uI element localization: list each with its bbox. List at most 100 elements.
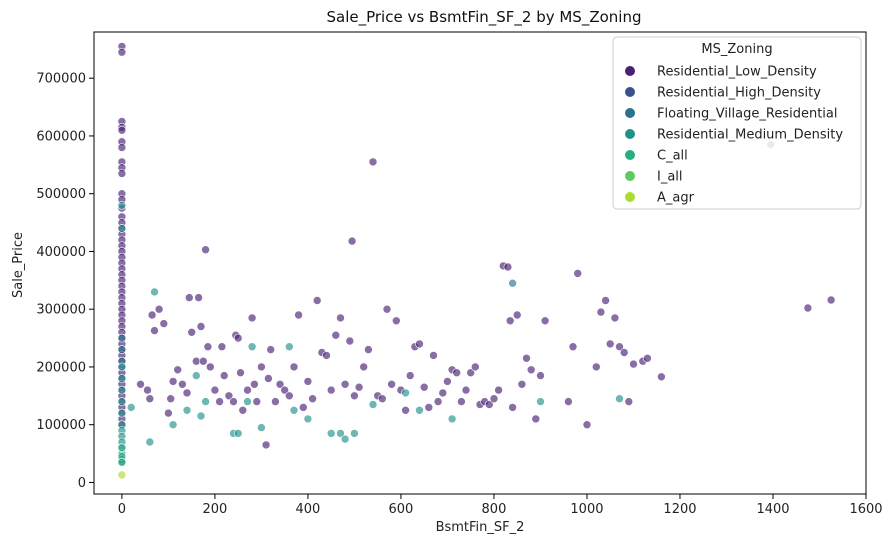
legend-marker	[625, 150, 635, 160]
data-point	[345, 336, 355, 346]
data-point	[401, 388, 410, 398]
data-point	[536, 371, 545, 380]
x-tick-label: 1400	[756, 502, 789, 517]
data-point	[117, 408, 127, 418]
data-point	[387, 379, 396, 389]
data-point	[508, 278, 517, 288]
data-point	[164, 408, 173, 418]
data-point	[117, 143, 127, 152]
data-point	[429, 351, 438, 360]
legend-title: MS_Zoning	[701, 42, 772, 57]
data-point	[415, 339, 424, 349]
data-point	[470, 362, 480, 372]
data-point	[298, 403, 308, 412]
data-point	[289, 362, 299, 372]
data-point	[194, 293, 203, 302]
data-point	[178, 379, 187, 389]
data-point	[354, 382, 364, 392]
data-point	[536, 397, 545, 406]
y-tick-label: 500000	[36, 187, 86, 202]
data-point	[284, 342, 294, 352]
data-point	[564, 397, 573, 406]
x-tick-label: 0	[118, 502, 126, 517]
data-point	[243, 397, 252, 406]
data-point	[247, 342, 257, 352]
data-point	[117, 224, 127, 233]
x-tick-label: 1200	[663, 502, 696, 517]
data-point	[382, 304, 392, 314]
data-point	[505, 316, 515, 326]
data-point	[150, 326, 159, 335]
data-point	[350, 391, 359, 401]
legend-marker	[625, 171, 635, 181]
legend-label: Residential_Medium_Density	[657, 128, 843, 143]
legend-box	[612, 36, 862, 210]
legend: MS_Zoning Residential_Low_Density Residen…	[612, 36, 862, 210]
data-point	[377, 394, 387, 404]
data-point	[615, 394, 624, 404]
data-point	[243, 385, 252, 395]
data-point	[196, 411, 206, 421]
data-point	[657, 372, 666, 382]
data-point	[238, 405, 248, 415]
data-point	[336, 429, 345, 438]
data-point	[629, 359, 638, 369]
data-point	[117, 385, 127, 395]
data-point	[308, 394, 317, 404]
data-point	[489, 394, 499, 404]
data-point	[215, 397, 224, 406]
data-point	[203, 342, 213, 352]
data-point	[419, 382, 429, 392]
data-point	[596, 307, 606, 317]
data-point	[182, 405, 192, 415]
data-point	[526, 365, 536, 375]
legend-marker	[625, 129, 635, 139]
legend-label: Floating_Village_Residential	[657, 107, 837, 122]
data-point	[196, 322, 206, 331]
data-point	[512, 310, 522, 320]
data-point	[257, 423, 266, 432]
data-point	[368, 400, 378, 409]
data-point	[210, 385, 220, 395]
data-point	[159, 319, 169, 328]
x-tick-label: 400	[296, 502, 321, 517]
data-point	[326, 385, 336, 395]
data-point	[484, 400, 494, 409]
data-point	[452, 368, 462, 378]
data-point	[145, 394, 155, 404]
data-point	[610, 313, 620, 323]
data-point	[364, 345, 373, 354]
data-point	[568, 342, 578, 352]
data-point	[224, 391, 234, 401]
data-point	[192, 371, 201, 380]
data-point	[147, 310, 157, 320]
data-point	[199, 356, 208, 366]
data-point	[303, 414, 313, 424]
x-tick-label: 1600	[849, 502, 882, 517]
data-point	[424, 403, 434, 412]
data-point	[531, 414, 541, 424]
data-point	[117, 345, 127, 354]
data-point	[443, 377, 452, 386]
data-point	[166, 394, 175, 404]
legend-label: Residential_Low_Density	[657, 65, 817, 80]
data-point	[117, 47, 127, 57]
legend-marker	[625, 66, 635, 76]
y-tick-label: 300000	[36, 303, 86, 318]
data-point	[187, 327, 196, 337]
data-point	[168, 377, 178, 386]
plot-frame	[93, 31, 867, 495]
data-point	[201, 397, 210, 406]
data-point	[591, 362, 601, 372]
y-tick-label: 200000	[36, 360, 86, 375]
data-point	[229, 397, 238, 406]
data-point	[619, 348, 629, 357]
data-point	[347, 236, 357, 246]
data-point	[517, 379, 527, 389]
y-tick-label: 0	[78, 476, 86, 491]
legend-marker	[625, 192, 635, 202]
data-point	[284, 391, 294, 401]
data-point	[615, 342, 624, 352]
data-point	[803, 303, 813, 313]
